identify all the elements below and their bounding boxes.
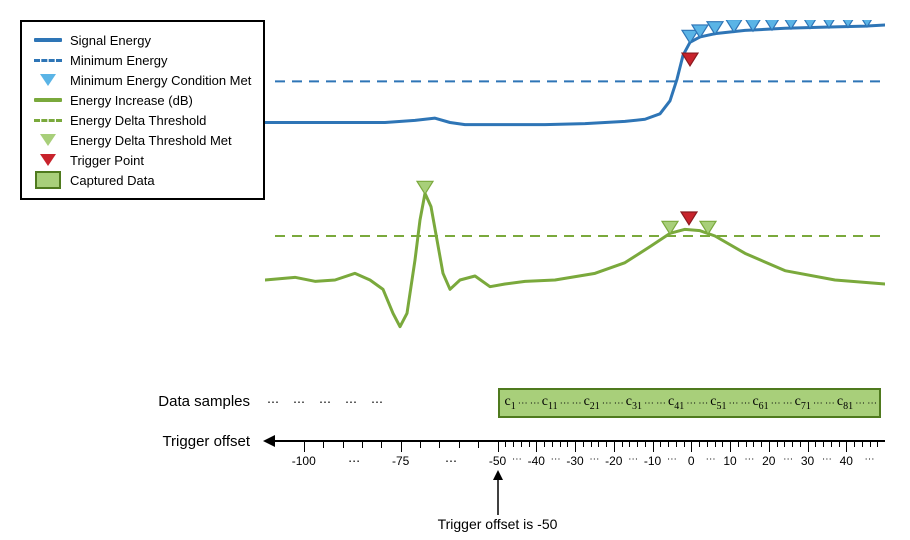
legend-label: Energy Delta Threshold Met [70, 133, 232, 148]
trigger-offset-axis: -100⋯-75⋯-50⋯-40⋯-30⋯-20⋯-10⋯0⋯10⋯20⋯30⋯… [265, 436, 885, 476]
legend-label: Minimum Energy Condition Met [70, 73, 251, 88]
solid-line [34, 38, 62, 42]
legend-swatch-triangle [34, 153, 62, 167]
dashed-line [34, 119, 62, 122]
annotation-arrow-icon [488, 470, 508, 515]
legend-label: Trigger Point [70, 153, 144, 168]
trigger-offset-label: Trigger offset [130, 433, 250, 450]
data-samples-label: Data samples [130, 393, 250, 410]
triangle-down-icon [40, 74, 56, 86]
legend-swatch-dashed [34, 113, 62, 127]
legend-swatch-line [34, 93, 62, 107]
legend: Signal Energy Minimum Energy Minimum Ene… [20, 20, 265, 200]
legend-label: Energy Increase (dB) [70, 93, 193, 108]
legend-swatch-line [34, 33, 62, 47]
chart-area [265, 20, 885, 380]
legend-label: Captured Data [70, 173, 155, 188]
legend-item: Minimum Energy [34, 50, 251, 70]
legend-item: Energy Increase (dB) [34, 90, 251, 110]
legend-swatch-triangle [34, 73, 62, 87]
legend-swatch-triangle [34, 133, 62, 147]
patch-icon [35, 171, 61, 189]
legend-label: Signal Energy [70, 33, 151, 48]
legend-swatch-dashed [34, 53, 62, 67]
legend-label: Minimum Energy [70, 53, 168, 68]
legend-label: Energy Delta Threshold [70, 113, 206, 128]
legend-item: Signal Energy [34, 30, 251, 50]
legend-item: Captured Data [34, 170, 251, 190]
annotation-text: Trigger offset is -50 [428, 516, 568, 532]
solid-line [34, 98, 62, 102]
data-samples-ellipsis: ⋯⋯⋯⋯⋯ [267, 395, 383, 409]
legend-item: Energy Delta Threshold [34, 110, 251, 130]
dashed-line [34, 59, 62, 62]
legend-item: Trigger Point [34, 150, 251, 170]
chart-svg [265, 20, 885, 380]
legend-item: Minimum Energy Condition Met [34, 70, 251, 90]
triangle-down-icon [40, 154, 56, 166]
legend-swatch-patch [34, 173, 62, 187]
triangle-down-icon [40, 134, 56, 146]
legend-item: Energy Delta Threshold Met [34, 130, 251, 150]
captured-data-box: c1⋯⋯c11⋯⋯c21⋯⋯c31⋯⋯c41⋯⋯c51⋯⋯c61⋯⋯c71⋯⋯c… [498, 388, 882, 418]
